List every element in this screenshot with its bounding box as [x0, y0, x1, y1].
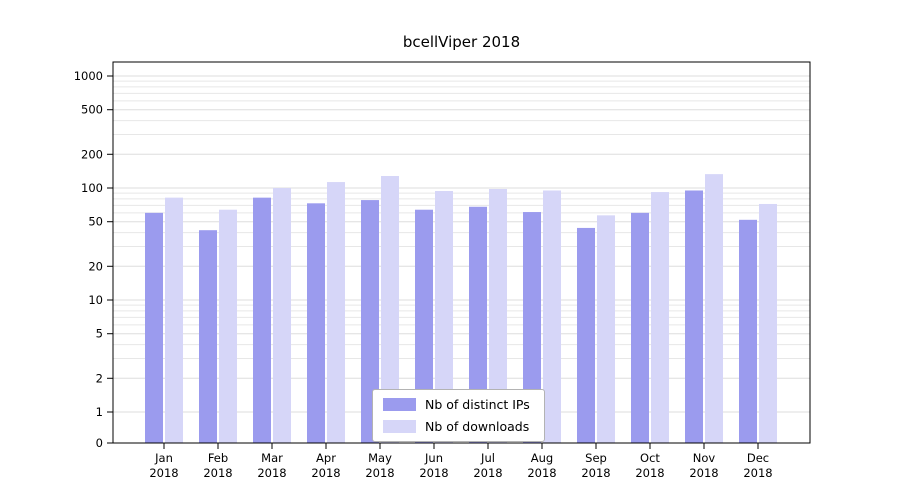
bar-nov-downloads: [705, 174, 723, 444]
bar-sep-downloads: [597, 215, 615, 443]
bar-jan-downloads: [165, 197, 183, 443]
bar-jun-distinct-ips: [415, 209, 433, 443]
x-tick-label-month: May: [368, 451, 392, 465]
x-tick-label-year: 2018: [149, 466, 178, 480]
x-tick-label-year: 2018: [689, 466, 718, 480]
bar-dec-downloads: [759, 203, 777, 443]
bar-apr-distinct-ips: [307, 203, 325, 443]
x-tick-label-year: 2018: [635, 466, 664, 480]
bar-mar-downloads: [273, 188, 291, 443]
legend-swatch-downloads: [383, 420, 416, 433]
bar-jul-distinct-ips: [469, 206, 487, 443]
y-tick-label: 1: [96, 405, 103, 419]
x-tick-label-year: 2018: [365, 466, 394, 480]
bar-mar-distinct-ips: [253, 197, 271, 443]
legend-swatch-distinct-ips: [383, 398, 416, 411]
y-tick-label: 10: [88, 293, 103, 307]
x-tick-label-year: 2018: [203, 466, 232, 480]
x-tick-label-month: Jul: [480, 451, 495, 465]
bar-jan-distinct-ips: [145, 212, 163, 443]
y-tick-label: 5: [96, 327, 103, 341]
x-tick-label-month: Mar: [261, 451, 283, 465]
bar-feb-downloads: [219, 209, 237, 443]
y-tick-label: 50: [88, 215, 103, 229]
bar-sep-distinct-ips: [577, 227, 595, 443]
bar-feb-distinct-ips: [199, 230, 217, 443]
x-tick-label-year: 2018: [257, 466, 286, 480]
x-tick-label-year: 2018: [311, 466, 340, 480]
bar-jun-downloads: [435, 191, 453, 443]
x-tick-label-month: Feb: [208, 451, 228, 465]
x-tick-label-month: Dec: [747, 451, 769, 465]
x-tick-label-year: 2018: [743, 466, 772, 480]
y-tick-label: 1000: [74, 69, 103, 83]
bar-may-distinct-ips: [361, 200, 379, 443]
legend: Nb of distinct IPs Nb of downloads: [372, 389, 545, 442]
x-tick-label-month: Apr: [316, 451, 336, 465]
y-tick-label: 2: [96, 371, 103, 385]
x-tick-label-year: 2018: [473, 466, 502, 480]
x-tick-label-year: 2018: [527, 466, 556, 480]
x-tick-label-year: 2018: [419, 466, 448, 480]
bar-apr-downloads: [327, 182, 345, 443]
x-tick-label-month: Aug: [531, 451, 553, 465]
y-tick-label: 200: [81, 147, 103, 161]
legend-item-distinct-ips: Nb of distinct IPs: [383, 397, 530, 412]
legend-label-distinct-ips: Nb of distinct IPs: [425, 397, 530, 412]
legend-item-downloads: Nb of downloads: [383, 419, 530, 434]
x-tick-label-month: Oct: [640, 451, 660, 465]
bar-oct-distinct-ips: [631, 212, 649, 443]
x-tick-label-month: Jun: [424, 451, 443, 465]
x-tick-label-month: Jan: [154, 451, 173, 465]
bar-aug-distinct-ips: [523, 212, 541, 443]
y-tick-label: 20: [88, 259, 103, 273]
bar-jul-downloads: [489, 188, 507, 443]
bar-oct-downloads: [651, 192, 669, 443]
bar-may-downloads: [381, 175, 399, 443]
x-tick-label-month: Sep: [585, 451, 607, 465]
y-tick-label: 100: [81, 181, 103, 195]
x-tick-label-month: Nov: [693, 451, 716, 465]
bar-dec-distinct-ips: [739, 219, 757, 443]
y-tick-label: 500: [81, 103, 103, 117]
y-tick-label: 0: [96, 436, 103, 450]
bar-aug-downloads: [543, 190, 561, 443]
chart-title: bcellViper 2018: [402, 33, 521, 51]
axis-frame: [112, 61, 811, 444]
bar-nov-distinct-ips: [685, 190, 703, 443]
x-tick-label-year: 2018: [581, 466, 610, 480]
legend-label-downloads: Nb of downloads: [425, 419, 530, 434]
